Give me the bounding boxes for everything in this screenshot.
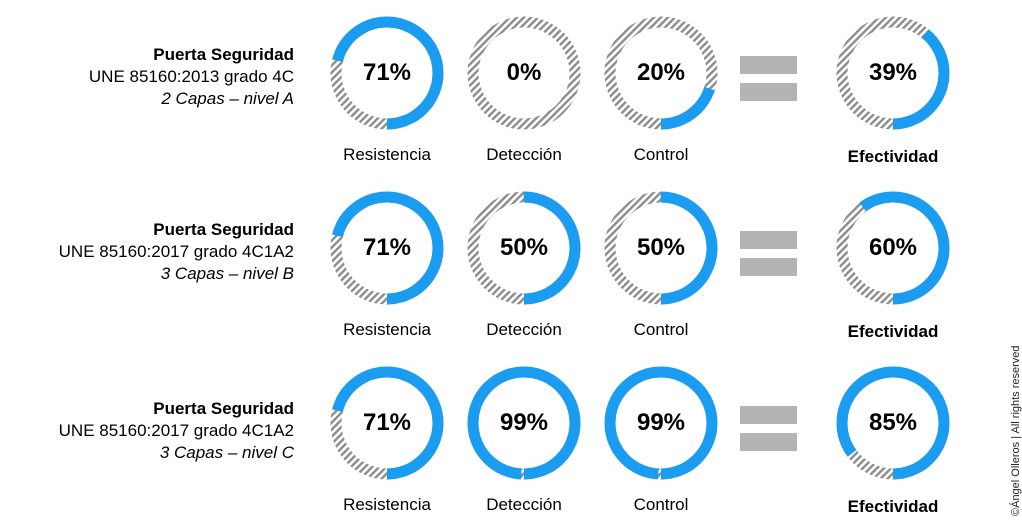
donut-remainder-track [467, 16, 581, 130]
copyright-notice: ©Ángel Olleros | All rights reserved [1002, 316, 1022, 516]
category-label-control: Control [633, 320, 689, 339]
donut-value-label: 71% [362, 409, 412, 436]
row-title-block: Puerta Seguridad UNE 85160:2017 grado 4C… [59, 219, 294, 285]
row-title: Puerta Seguridad [153, 220, 294, 239]
row-layers: 3 Capas – nivel C [159, 443, 294, 462]
donut-value-arc [330, 16, 444, 130]
row-standard: UNE 85160:2017 grado 4C1A2 [58, 242, 294, 261]
copyright-text: ©Ángel Olleros | All rights reserved [1010, 345, 1022, 516]
donut-value-label: 85% [868, 409, 918, 436]
donut-efectividad: 85% [836, 366, 950, 480]
row-standard: UNE 85160:2017 grado 4C1A2 [58, 421, 294, 440]
donut-control: 20% [604, 16, 718, 130]
category-label-deteccion: Detección [486, 320, 562, 339]
category-label-resistencia: Resistencia [343, 320, 431, 339]
category-label-resistencia: Resistencia [343, 145, 431, 164]
donut-value-arc [604, 16, 718, 130]
donut-value-arc [330, 191, 444, 305]
donut-value-label: 50% [636, 234, 686, 261]
donut-deteccion: 99% [467, 366, 581, 480]
donut-resistencia: 71% [330, 16, 444, 130]
equals-bar [740, 83, 797, 101]
equals-bar [740, 258, 797, 276]
donut-value-arc [604, 191, 718, 305]
category-label-efectividad: Efectividad [847, 147, 939, 166]
donut-control: 99% [604, 366, 718, 480]
donut-value-label: 71% [362, 59, 412, 86]
donut-value-arc [330, 366, 444, 480]
category-label-control: Control [633, 145, 689, 164]
equals-bar [740, 433, 797, 451]
equals-bar [740, 231, 797, 249]
donut-value-label: 71% [362, 234, 412, 261]
row-standard: UNE 85160:2013 grado 4C [88, 67, 294, 86]
donut-value-label: 20% [636, 59, 686, 86]
row-title-block: Puerta Seguridad UNE 85160:2013 grado 4C… [89, 44, 294, 110]
category-label-efectividad: Efectividad [847, 322, 939, 341]
donut-value-label: 99% [636, 409, 686, 436]
donut-value-label: 99% [499, 409, 549, 436]
donut-resistencia: 71% [330, 366, 444, 480]
row-nivel-c: Puerta Seguridad UNE 85160:2017 grado 4C… [0, 350, 1022, 525]
donut-value-label: 60% [868, 234, 918, 261]
row-title: Puerta Seguridad [153, 399, 294, 418]
category-label-deteccion: Detección [486, 495, 562, 514]
row-title: Puerta Seguridad [153, 45, 294, 64]
donut-efectividad: 39% [836, 16, 950, 130]
donut-efectividad: 60% [836, 191, 950, 305]
donut-value-arc [836, 191, 950, 305]
category-label-efectividad: Efectividad [847, 497, 939, 516]
donut-deteccion: 50% [467, 191, 581, 305]
donut-value-arc [836, 366, 950, 480]
donut-deteccion: 0% [467, 16, 581, 130]
donut-value-arc [467, 191, 581, 305]
donut-control: 50% [604, 191, 718, 305]
donut-resistencia: 71% [330, 191, 444, 305]
category-label-resistencia: Resistencia [343, 495, 431, 514]
category-label-control: Control [633, 495, 689, 514]
row-layers: 3 Capas – nivel B [160, 264, 294, 283]
equals-bar [740, 406, 797, 424]
row-title-block: Puerta Seguridad UNE 85160:2017 grado 4C… [59, 398, 294, 464]
category-label-deteccion: Detección [486, 145, 562, 164]
donut-value-label: 0% [506, 59, 542, 86]
donut-value-label: 39% [868, 59, 918, 86]
equals-bar [740, 56, 797, 74]
donut-value-arc [836, 16, 950, 130]
row-nivel-a: Puerta Seguridad UNE 85160:2013 grado 4C… [0, 0, 1022, 175]
donut-value-arc [604, 366, 718, 480]
row-nivel-b: Puerta Seguridad UNE 85160:2017 grado 4C… [0, 175, 1022, 350]
donut-value-label: 50% [499, 234, 549, 261]
row-layers: 2 Capas – nivel A [161, 89, 294, 108]
donut-value-arc [467, 366, 581, 480]
